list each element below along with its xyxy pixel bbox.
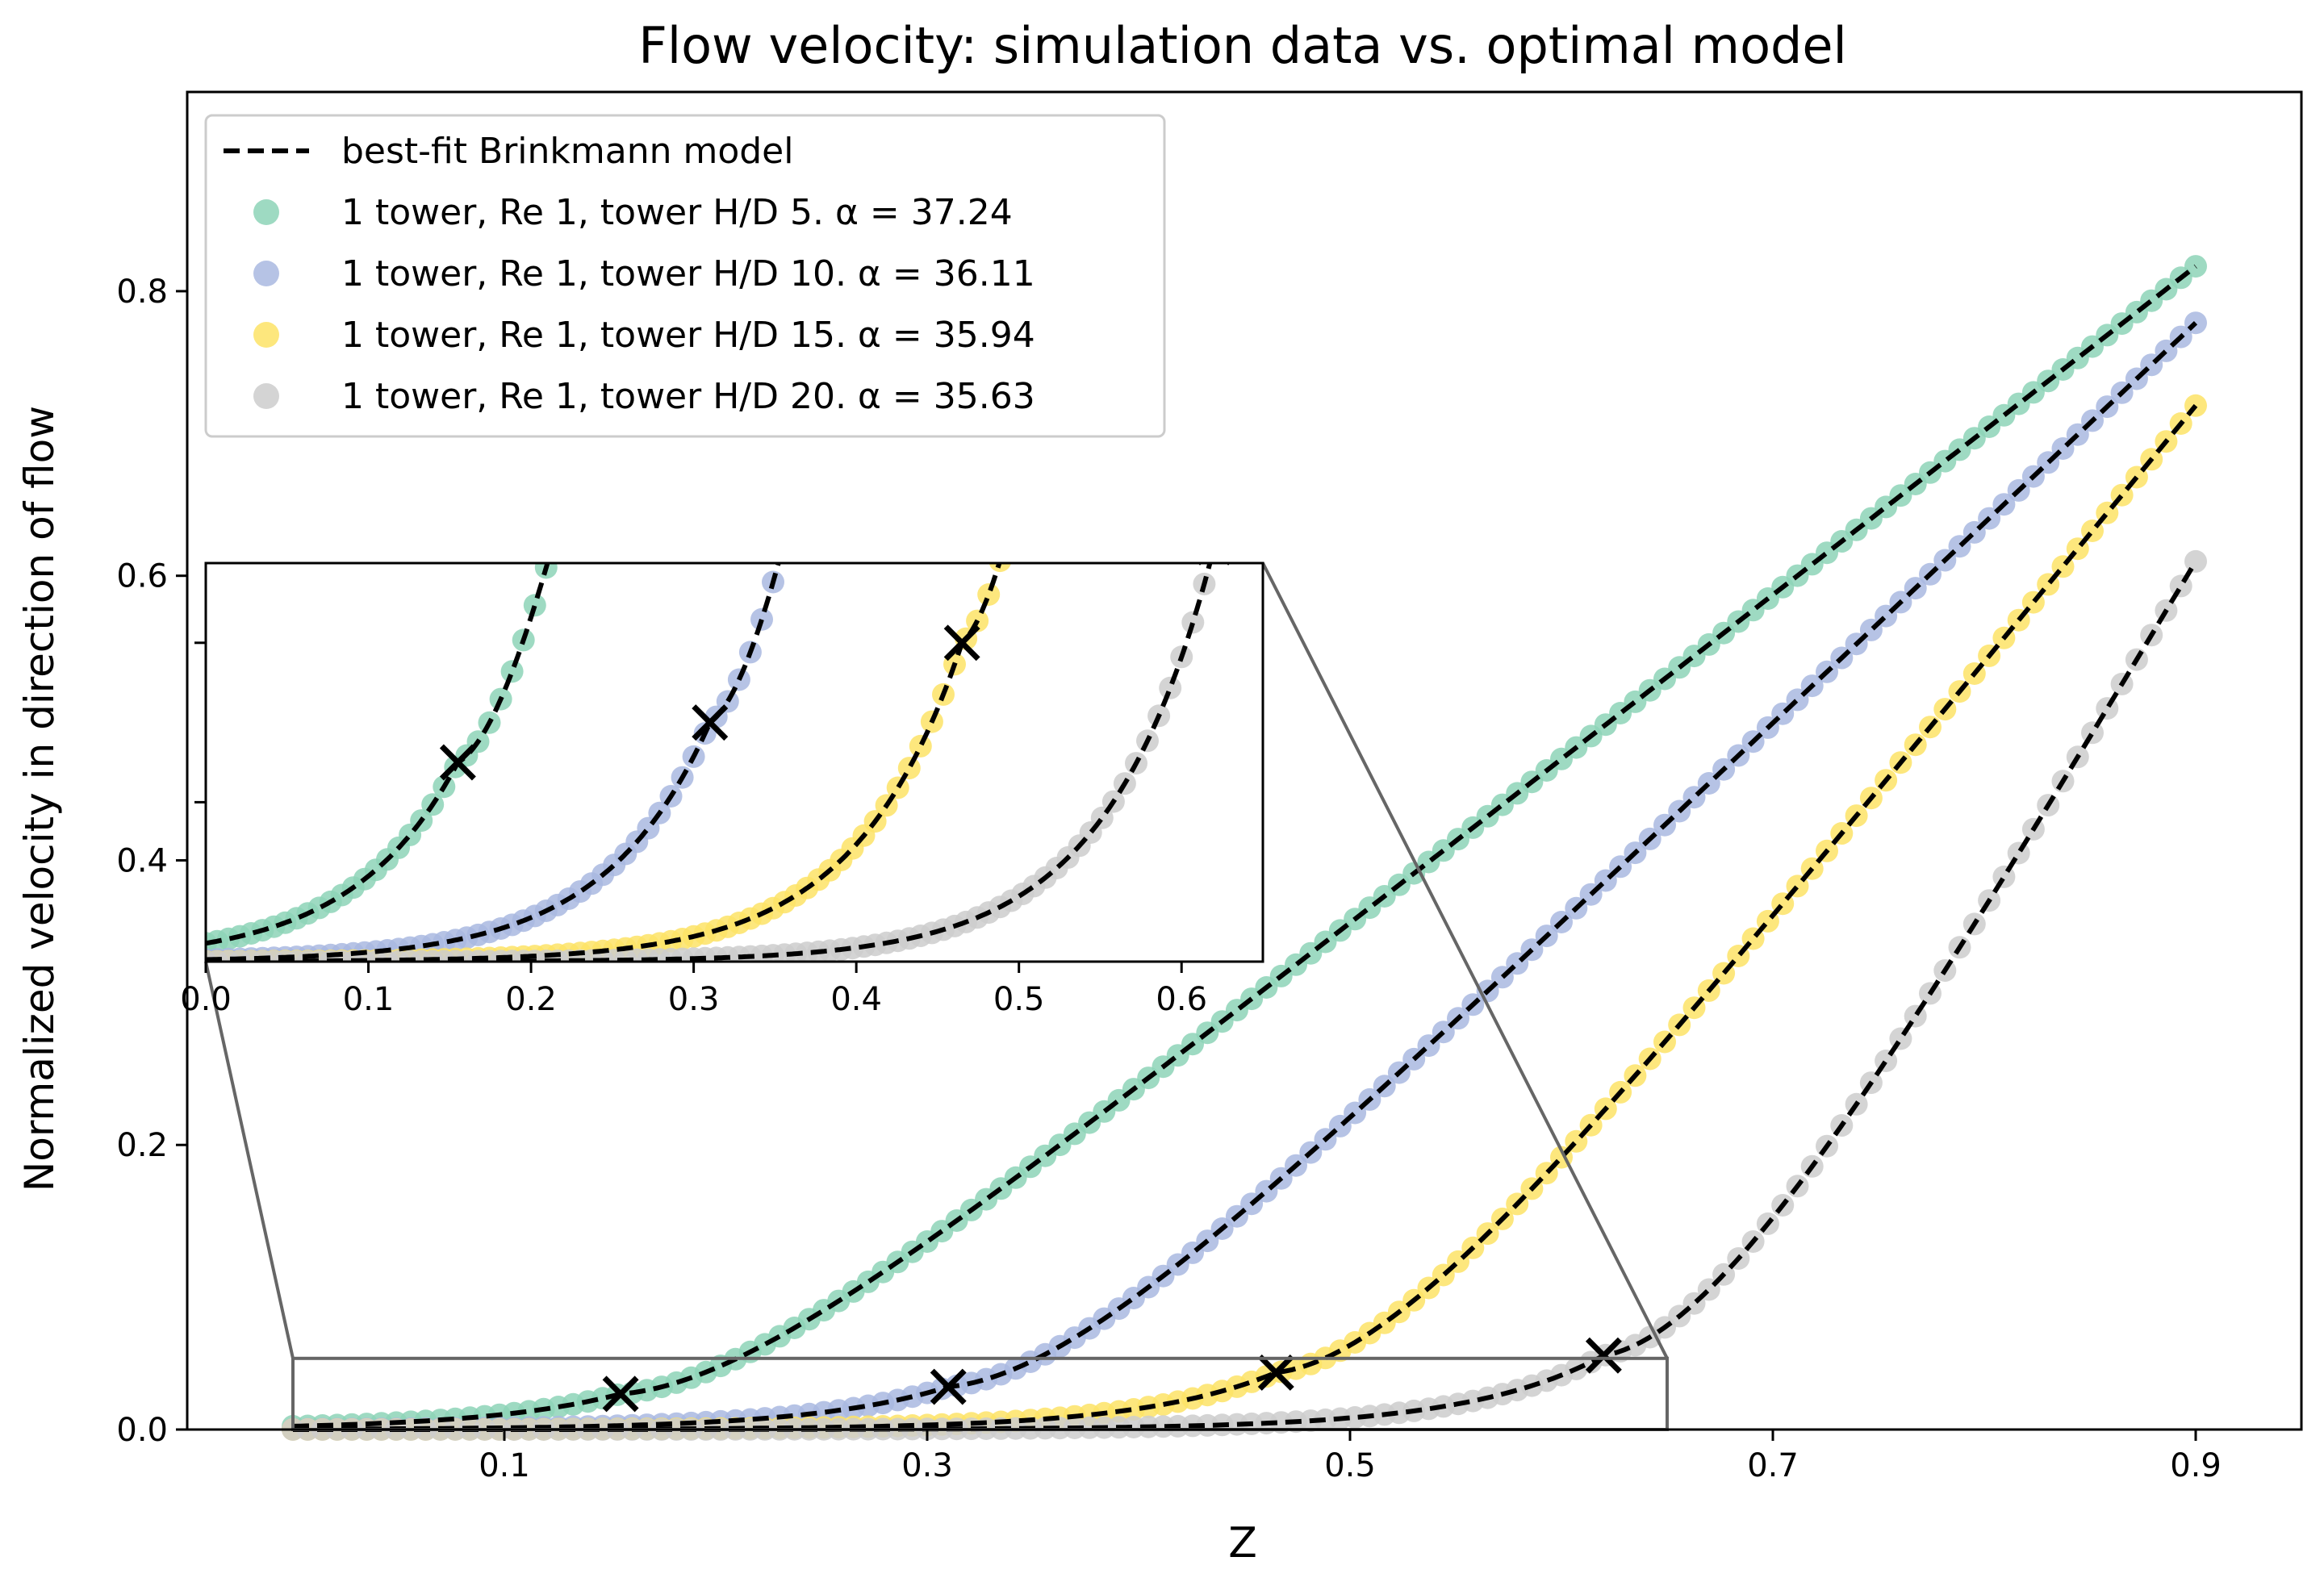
onset-marker-series-3 [1257,1354,1294,1391]
legend-marker [253,261,279,286]
legend-marker [253,199,279,225]
data-point [2169,574,2192,598]
legend-item-model: best-fit Brinkmann model [224,131,793,172]
legend-label: 1 tower, Re 1, tower H/D 20. α = 35.63 [341,376,1035,417]
data-point [500,660,524,683]
inset-onset-marker-series-4 [1198,563,1231,566]
x-tick-label: 0.7 [1747,1447,1799,1484]
x-tick-label: 0.1 [479,1447,530,1484]
inset-x-tick-label: 0.0 [180,981,232,1018]
legend-label: 1 tower, Re 1, tower H/D 5. α = 37.24 [341,192,1013,233]
inset-x-tick-label: 0.2 [505,981,557,1018]
x-tick-label: 0.9 [2170,1447,2222,1484]
data-point [796,436,818,458]
data-point [784,484,807,507]
inset-content [206,432,1261,962]
legend-item-series-4: 1 tower, Re 1, tower H/D 20. α = 35.63 [253,376,1035,417]
legend-label: 1 tower, Re 1, tower H/D 15. α = 35.94 [341,315,1035,356]
inset-x-axis-ticks: 0.0 0.1 0.2 0.3 0.4 0.5 0.6 [180,962,1207,1018]
legend-marker [253,383,279,409]
data-point [2096,697,2119,720]
marker-stroke [1585,1337,1622,1374]
data-point [897,757,921,780]
chart-title: Flow velocity: simulation data vs. optim… [638,16,1847,75]
main-plot-frame [186,90,2303,1431]
x-axis-label: Z [1228,1519,1257,1567]
y-tick-label: 0.8 [116,273,168,311]
x-tick-label: 0.5 [1324,1447,1376,1484]
inset-onset-marker-series-2 [692,704,729,741]
y-tick-label: 0.4 [116,842,168,879]
zoom-connector-line [1261,562,1669,1359]
data-point [546,516,569,538]
data-point [558,473,580,495]
data-point [1011,462,1034,485]
y-tick-label: 0.2 [116,1127,168,1164]
legend-box [204,114,1166,438]
data-point [2007,841,2030,865]
marker-stroke [602,1375,639,1413]
inset-model-line-series-1 [206,563,550,946]
zoom-connector-line [204,961,295,1359]
data-point [1204,534,1227,557]
legend-item-series-1: 1 tower, Re 1, tower H/D 5. α = 37.24 [253,192,1013,233]
data-point [1216,511,1239,534]
marker-stroke [1198,563,1202,566]
inset-model-line-series-2 [206,563,781,962]
data-point [1227,478,1250,500]
inset-x-tick-label: 0.5 [993,981,1045,1018]
data-point [909,734,932,758]
x-tick-label: 0.3 [901,1447,953,1484]
y-axis-ticks: 0.0 0.2 0.4 0.6 0.8 [116,273,187,1449]
data-point [523,594,546,617]
inset-onset-marker-series-3 [943,624,980,662]
x-axis-ticks: 0.1 0.3 0.5 0.7 0.9 [479,1430,2222,1484]
data-point [1000,509,1022,532]
marker-stroke [692,704,729,741]
legend-label: 1 tower, Re 1, tower H/D 10. α = 36.11 [341,253,1035,294]
data-point [989,563,1011,573]
data-point [1181,611,1205,634]
inset-background [206,563,1263,962]
inset-onset-marker-series-1 [439,744,476,781]
inset-plot-frame [204,561,1264,963]
marker-stroke [1257,1354,1294,1391]
data-point [1159,676,1182,699]
data-point [1239,432,1261,455]
data-point [2081,721,2104,745]
inset-x-tick-label: 0.1 [343,981,395,1018]
y-tick-label: 0.0 [116,1412,168,1449]
data-point [773,529,796,552]
inset-x-tick-label: 0.6 [1156,981,1207,1018]
marker-stroke [943,624,980,662]
inset-x-tick-label: 0.3 [668,981,720,1018]
inset-y-axis-ticks [194,641,206,804]
model-line-series-2 [292,321,2198,1432]
model-line-series-1 [292,264,2197,1429]
main-plot-area: 0.1 0.3 0.5 0.7 0.9 0.0 0.2 0.4 0.6 0.8 [116,90,2303,1484]
data-point [750,607,773,631]
legend-marker [253,322,279,348]
data-point [977,583,1001,606]
marker-stroke [439,744,476,781]
legend-label: best-fit Brinkmann model [341,131,793,172]
inset-plot-area: 0.0 0.1 0.2 0.3 0.4 0.5 0.6 [180,432,1669,1359]
onset-marker-series-1 [602,1375,639,1413]
y-axis-label: Normalized velocity in direction of flow [16,406,63,1192]
main-onset-markers [602,1337,1622,1413]
data-point [2184,549,2207,573]
marker-stroke [930,1368,967,1405]
marker-stroke [1226,563,1231,566]
y-tick-label: 0.6 [116,558,168,595]
legend: best-fit Brinkmann model 1 tower, Re 1, t… [204,114,1166,438]
inset-x-tick-label: 0.4 [830,981,882,1018]
legend-item-series-2: 1 tower, Re 1, tower H/D 10. α = 36.11 [253,253,1035,294]
onset-marker-series-2 [930,1368,967,1405]
onset-marker-series-4 [1585,1337,1622,1374]
legend-item-series-3: 1 tower, Re 1, tower H/D 15. α = 35.94 [253,315,1035,356]
data-point [886,776,909,799]
data-point [1992,865,2016,888]
